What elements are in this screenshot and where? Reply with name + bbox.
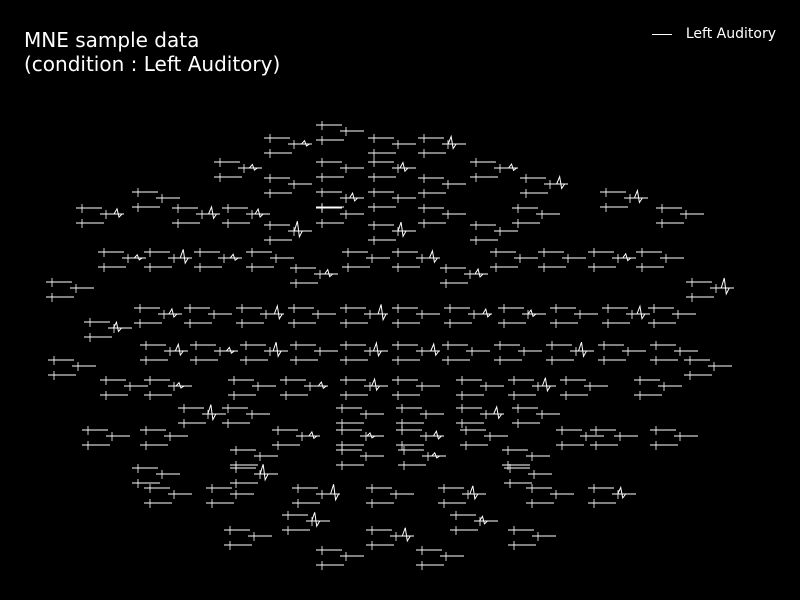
sensor-peak-56 bbox=[372, 341, 382, 358]
sensor-peak-24 bbox=[397, 221, 407, 238]
sensor-peak-75 bbox=[207, 404, 217, 422]
sensor-peak-53 bbox=[226, 346, 235, 354]
sensor-peak-16 bbox=[113, 207, 123, 219]
sensor-peak-84 bbox=[366, 431, 376, 439]
sensor-peak-11 bbox=[556, 174, 566, 190]
sensor-peak-83 bbox=[308, 430, 318, 440]
sensor-peak-46 bbox=[482, 307, 492, 318]
legend-label-left-auditory: Left Auditory bbox=[685, 26, 776, 42]
sensor-peak-4 bbox=[447, 134, 457, 150]
sensor-peak-40 bbox=[168, 307, 178, 319]
sensor-peak-92 bbox=[431, 451, 441, 459]
legend-swatch-left-auditory bbox=[651, 33, 672, 35]
sensor-peak-68 bbox=[317, 381, 327, 390]
sensor-peak-79 bbox=[493, 405, 503, 420]
sensor-peak-51 bbox=[113, 320, 122, 333]
sensor-peak-95 bbox=[259, 464, 269, 482]
sensor-peak-85 bbox=[432, 429, 442, 440]
sensor-peak-36 bbox=[324, 268, 334, 278]
sensor-peak-37 bbox=[474, 267, 484, 278]
sensor-peak-39 bbox=[720, 277, 730, 296]
sensor-peak-57 bbox=[430, 342, 440, 357]
sensor-peak-34 bbox=[622, 252, 632, 262]
sensor-peak-15 bbox=[633, 188, 643, 204]
sensor-peak-42 bbox=[273, 304, 283, 321]
sensor-peak-54 bbox=[272, 342, 282, 358]
sensor-peak-13 bbox=[349, 191, 358, 202]
chart-title-line-1: MNE sample data bbox=[24, 28, 200, 52]
sensor-peak-107 bbox=[401, 527, 411, 543]
sensor-peak-47 bbox=[527, 309, 537, 318]
sensor-peak-72 bbox=[541, 377, 551, 393]
sensor-peak-23 bbox=[293, 221, 303, 239]
sensor-peak-27 bbox=[179, 249, 189, 265]
sensor-peak-5 bbox=[249, 163, 258, 171]
sensor-peak-99 bbox=[330, 484, 340, 502]
sensor-peak-69 bbox=[371, 377, 380, 392]
sensor-peak-17 bbox=[208, 205, 217, 220]
sensor-peak-105 bbox=[479, 515, 488, 525]
sensor-peak-28 bbox=[229, 253, 239, 262]
sensor-peak-26 bbox=[133, 253, 143, 261]
sensor-peak-31 bbox=[428, 249, 438, 264]
chart-title: MNE sample data (condition : Left Audito… bbox=[24, 28, 280, 76]
sensor-peak-103 bbox=[617, 485, 627, 500]
sensor-peak-66 bbox=[175, 381, 185, 389]
sensor-peak-7 bbox=[399, 161, 409, 173]
sensor-peak-52 bbox=[174, 342, 184, 357]
sensor-peak-2 bbox=[301, 139, 310, 147]
sensor-peak-44 bbox=[377, 304, 387, 322]
legend: Left Auditory bbox=[651, 26, 776, 42]
chart-title-line-2: (condition : Left Auditory) bbox=[24, 52, 281, 76]
sensor-peak-49 bbox=[636, 304, 646, 321]
sensor-peak-8 bbox=[508, 162, 517, 172]
sensor-peak-101 bbox=[469, 485, 479, 501]
sensor-peak-104 bbox=[311, 512, 321, 528]
sensor-peak-60 bbox=[578, 341, 587, 358]
sensor-peak-18 bbox=[254, 207, 264, 218]
